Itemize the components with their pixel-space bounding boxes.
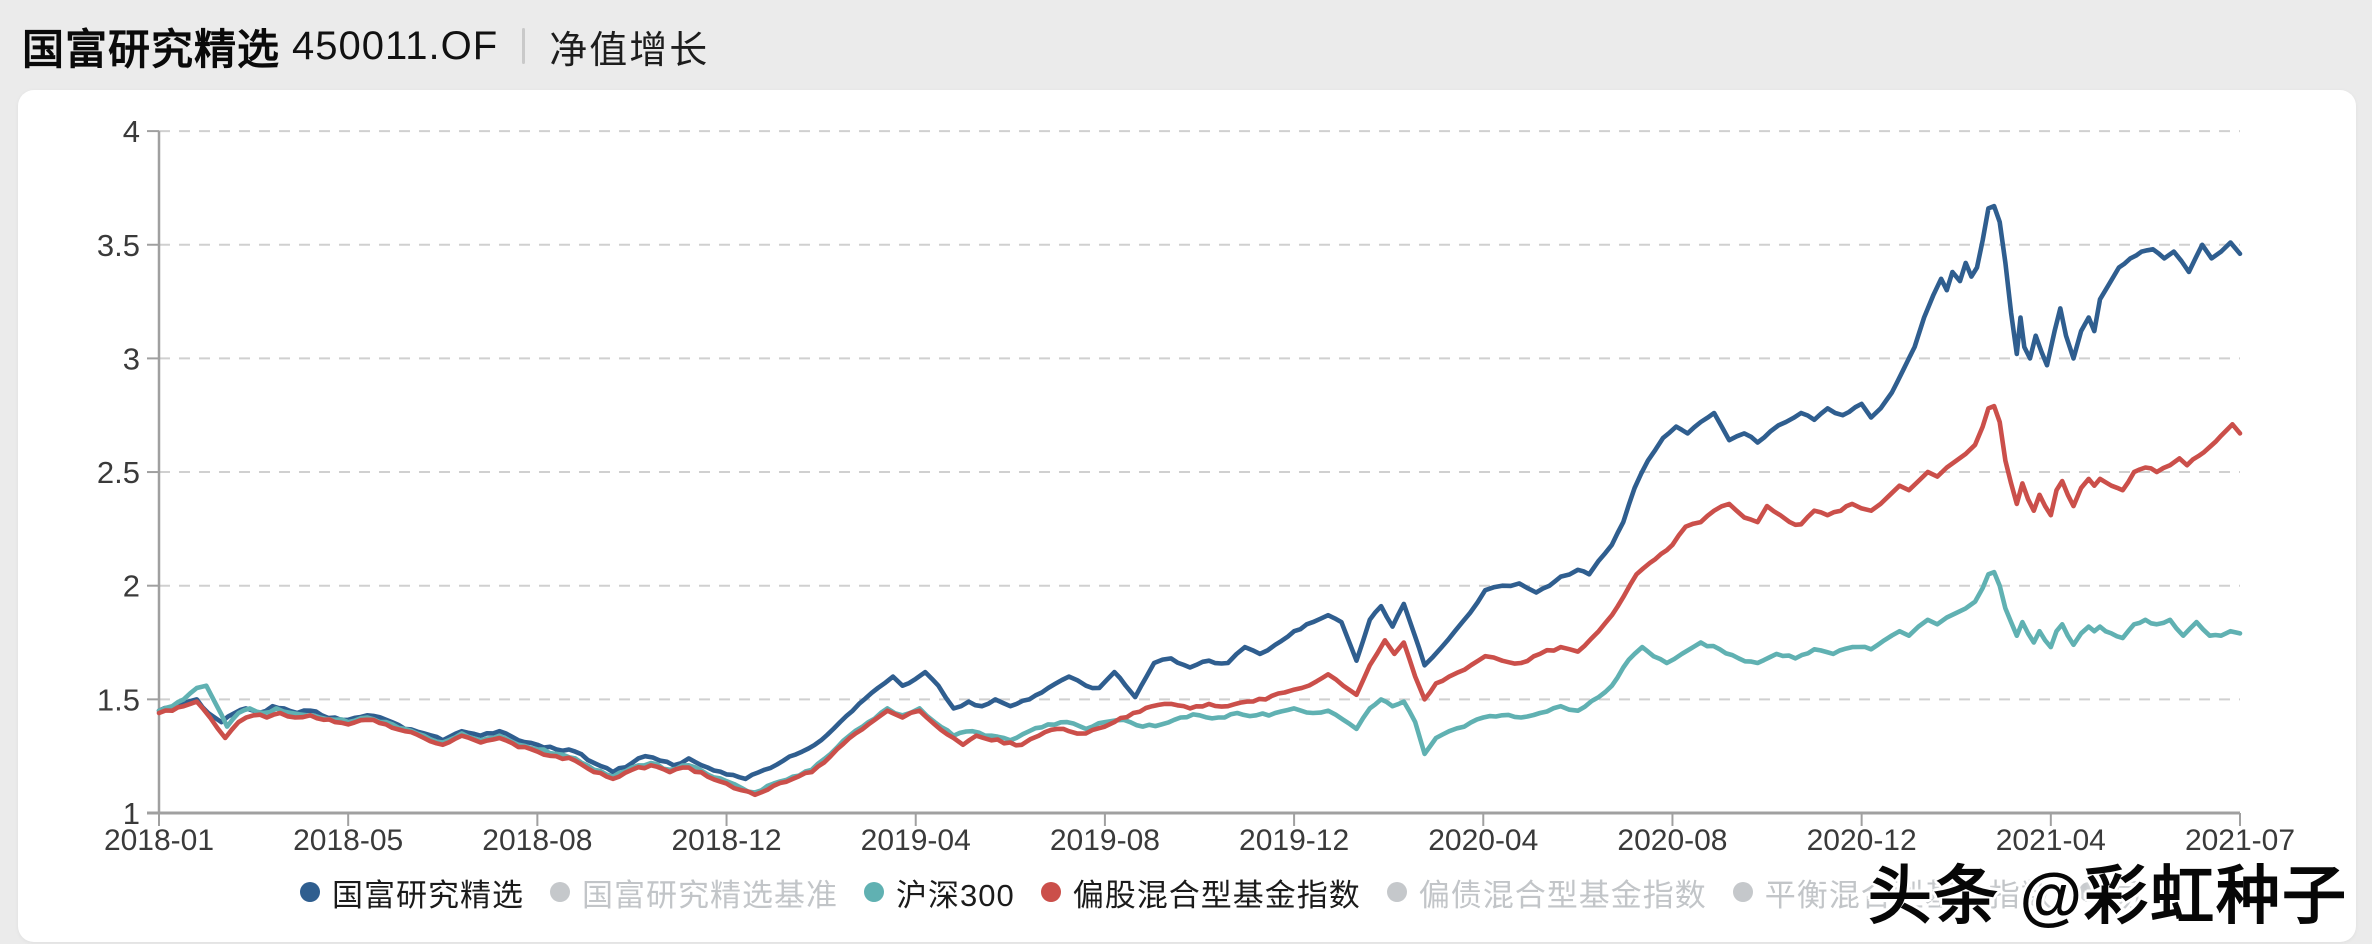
- legend-label: 偏股混合型基金指数: [1072, 877, 1361, 913]
- x-tick-label: 2018-12: [671, 824, 781, 857]
- legend-label: 国富研究精选: [332, 877, 524, 913]
- x-tick-label: 2020-12: [1807, 824, 1917, 857]
- x-tick-label: 2021-04: [1996, 824, 2106, 857]
- x-tick-label: 2019-08: [1050, 824, 1160, 857]
- header-divider: [522, 28, 526, 64]
- legend-item-偏债混合型基金指数[interactable]: 偏债混合型基金指数: [1386, 870, 1707, 915]
- legend-item-国富研究精选[interactable]: 国富研究精选: [300, 870, 524, 915]
- y-tick-label: 3.5: [97, 228, 140, 263]
- watermark: 头条 @彩虹种子: [1867, 860, 2348, 932]
- legend-label: 国富研究精选基准: [582, 877, 838, 913]
- legend-label: 平衡混合型基金指数: [1764, 877, 2053, 913]
- x-tick-label: 2018-01: [104, 824, 214, 857]
- y-tick-label: 2: [123, 569, 140, 604]
- legend-dot-icon: [300, 882, 320, 902]
- legend-item-易[interactable]: 易: [2078, 870, 2143, 915]
- legend-label: 易: [2110, 877, 2143, 913]
- y-tick-label: 3: [123, 341, 140, 376]
- page-header: 国富研究精选 450011.OF 净值增长: [22, 18, 709, 74]
- x-tick-label: 2019-04: [861, 824, 971, 857]
- x-tick-label: 2020-04: [1428, 824, 1538, 857]
- y-tick-label: 4: [123, 114, 140, 149]
- legend-label: 偏债混合型基金指数: [1418, 877, 1707, 913]
- x-tick-label: 2020-08: [1617, 824, 1727, 857]
- x-tick-label: 2018-08: [482, 824, 592, 857]
- legend-dot-icon: [864, 882, 884, 902]
- legend-item-平衡混合型基金指数[interactable]: 平衡混合型基金指数: [1732, 870, 2053, 915]
- legend-item-国富研究精选基准[interactable]: 国富研究精选基准: [550, 870, 838, 915]
- tab-nav-growth[interactable]: 净值增长: [549, 29, 710, 72]
- legend-dot-icon: [1040, 882, 1061, 902]
- chart-legend: 国富研究精选 国富研究精选基准 沪深300 偏股混合型基金指数 偏债混合型基金指数 平衡混…: [300, 868, 2143, 916]
- y-tick-label: 2.5: [97, 455, 140, 490]
- legend-dot-icon: [1386, 882, 1407, 902]
- legend-item-偏股混合型基金指数[interactable]: 偏股混合型基金指数: [1040, 870, 1361, 915]
- fund-code: 450011.OF: [292, 23, 499, 68]
- series-line-偏股混合型基金指数[interactable]: [156, 403, 2243, 798]
- legend-dot-icon: [550, 882, 570, 902]
- series-line-国富研究精选[interactable]: [156, 203, 2243, 782]
- series-line-沪深300[interactable]: [156, 569, 2243, 795]
- chart-card: [18, 90, 2356, 942]
- legend-dot-icon: [1732, 882, 1753, 902]
- fund-name: 国富研究精选: [22, 25, 281, 73]
- y-tick-label: 1.5: [97, 682, 140, 717]
- y-tick-label: 1: [123, 796, 140, 831]
- legend-label: 沪深300: [896, 877, 1015, 913]
- x-tick-label: 2019-12: [1239, 824, 1349, 857]
- legend-item-沪深300[interactable]: 沪深300: [864, 870, 1015, 915]
- legend-dot-icon: [2078, 882, 2099, 902]
- x-tick-label: 2021-07: [2185, 824, 2295, 857]
- x-tick-label: 2018-05: [293, 824, 403, 857]
